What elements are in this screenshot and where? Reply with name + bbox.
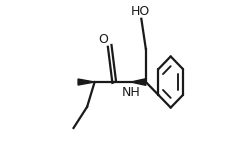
- Text: NH: NH: [122, 86, 140, 99]
- Text: HO: HO: [130, 5, 150, 19]
- Polygon shape: [78, 79, 94, 85]
- Text: O: O: [98, 33, 108, 46]
- Polygon shape: [130, 79, 145, 85]
